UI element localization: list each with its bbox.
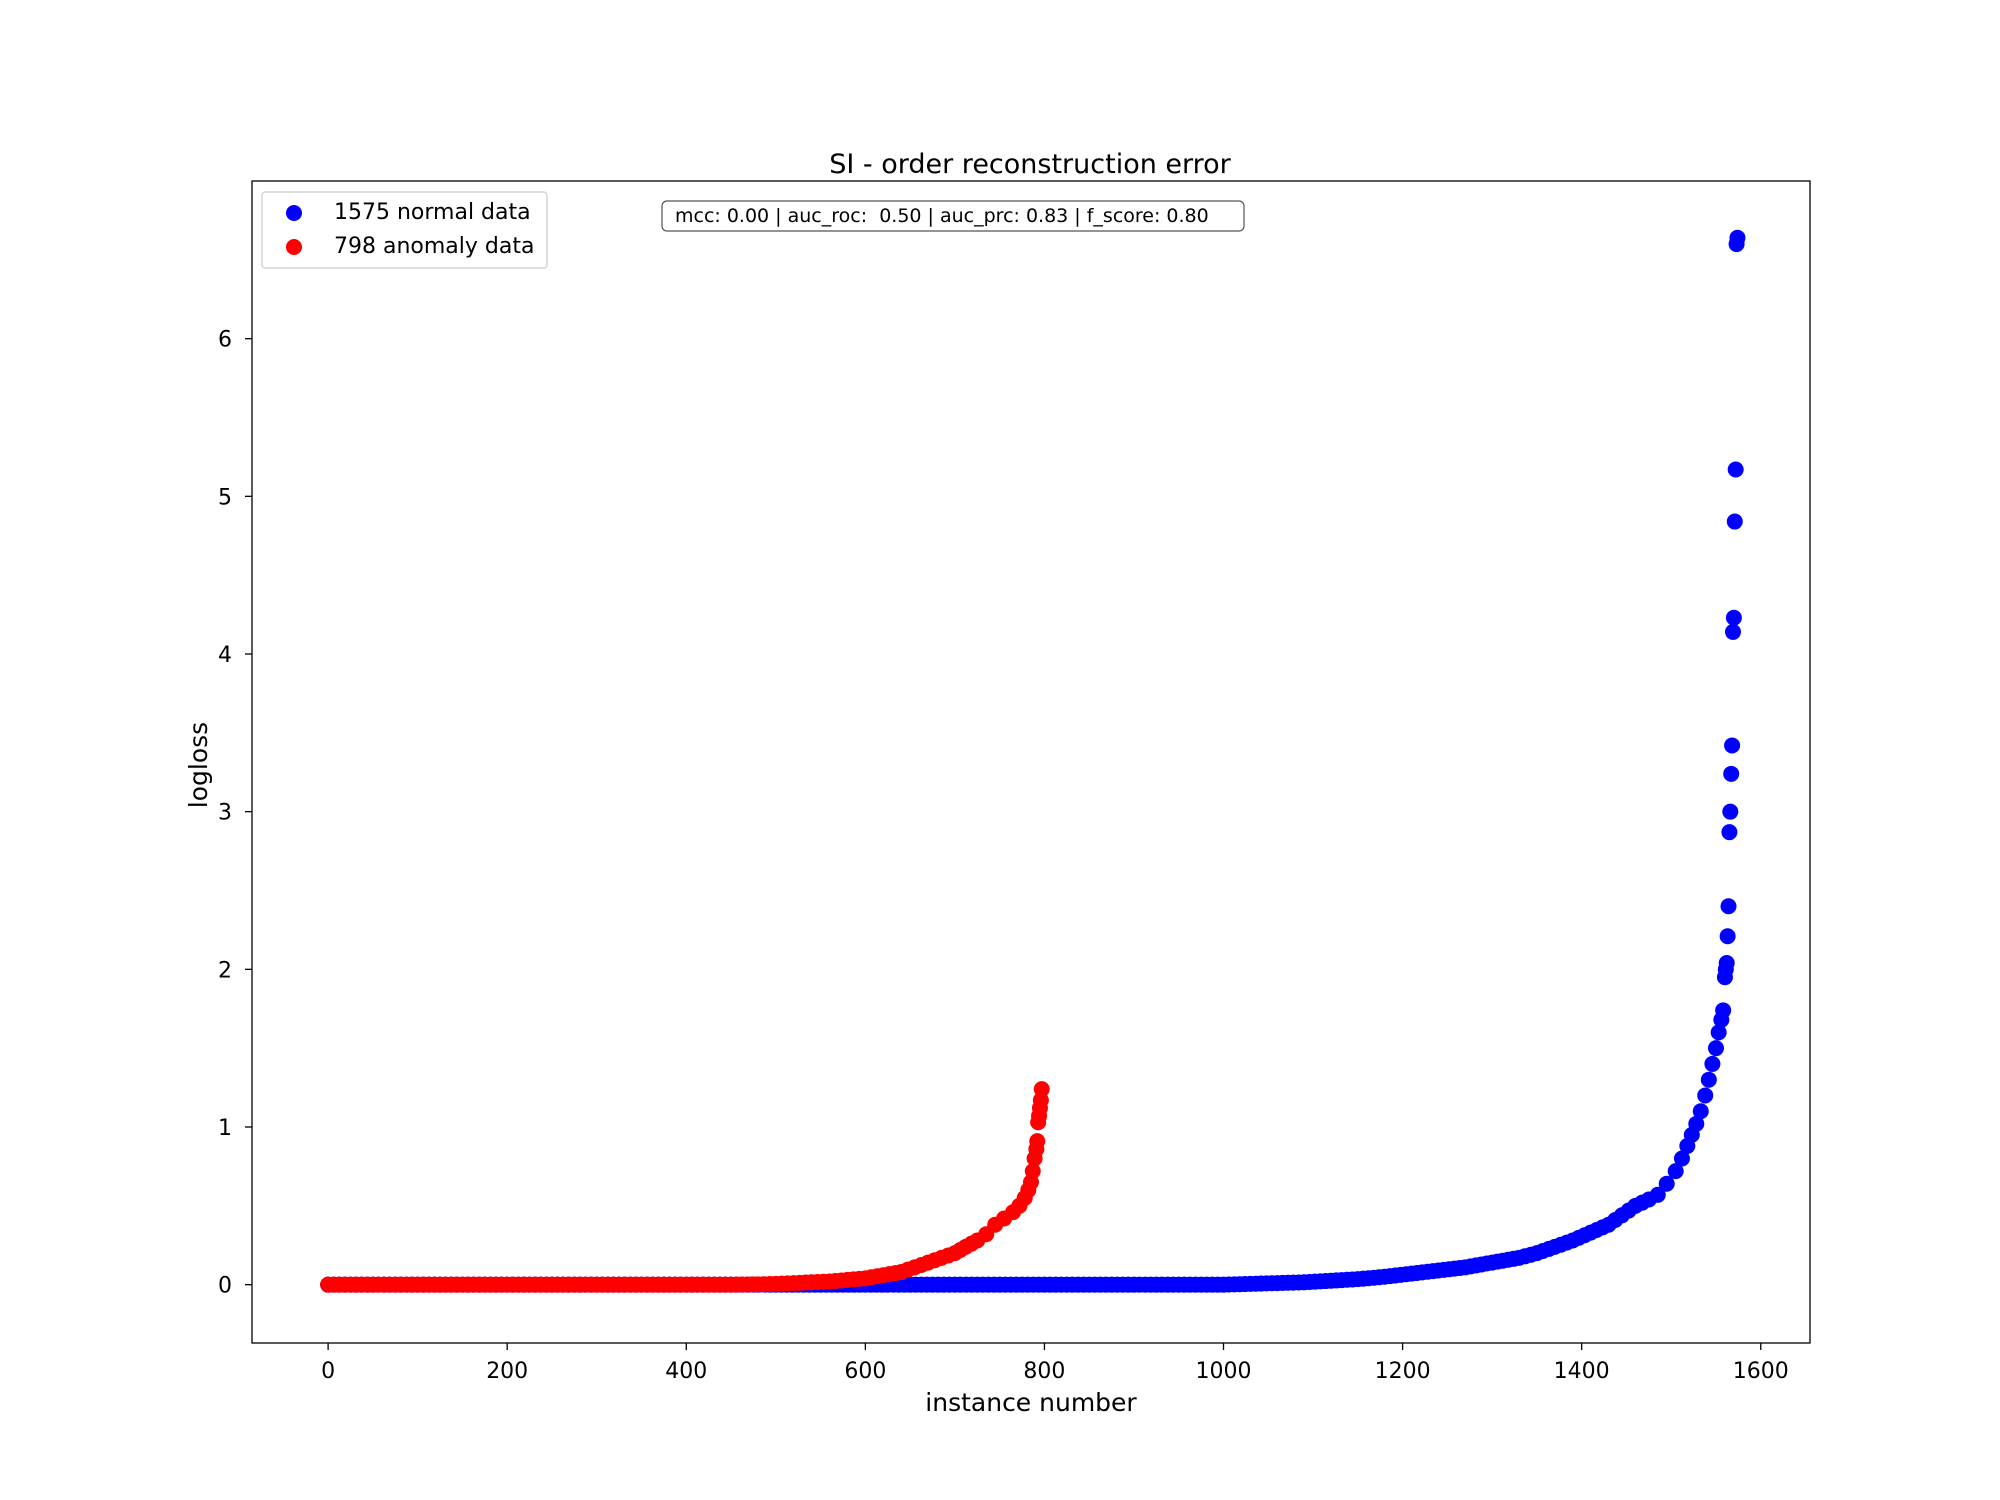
data-point [1724, 623, 1741, 640]
y-tick-label: 1 [218, 1116, 232, 1141]
legend-marker-normal [286, 205, 302, 221]
legend-label-normal: 1575 normal data [334, 200, 531, 225]
y-axis-label: logloss [184, 722, 213, 808]
x-tick-label: 400 [665, 1359, 707, 1384]
y-tick-label: 0 [218, 1274, 232, 1299]
chart-title: SI - order reconstruction error [829, 149, 1231, 180]
data-point [1720, 898, 1737, 915]
x-axis-label: instance number [925, 1388, 1137, 1417]
x-tick-label: 200 [486, 1359, 528, 1384]
data-point [1721, 824, 1738, 841]
x-tick-label: 1400 [1554, 1359, 1610, 1384]
data-point [1724, 737, 1741, 754]
data-point [1029, 1133, 1046, 1150]
data-point [1649, 1186, 1666, 1203]
legend-box [261, 191, 548, 269]
data-point [1700, 1071, 1717, 1088]
data-point [1692, 1103, 1709, 1120]
data-point [1673, 1150, 1690, 1167]
metrics-annotation: mcc: 0.00 | auc_roc: 0.50 | auc_prc: 0.8… [661, 200, 1245, 232]
x-axis: 0 200 400 600 800 1000 1200 1400 1600 [321, 1343, 1789, 1384]
x-tick-label: 1200 [1375, 1359, 1431, 1384]
x-tick-label: 800 [1023, 1359, 1065, 1384]
data-point [1722, 803, 1739, 820]
legend-label-anomaly: 798 anomaly data [334, 234, 534, 259]
data-point [1710, 1024, 1727, 1041]
legend-marker-anomaly [286, 239, 302, 255]
data-point [1725, 609, 1742, 626]
series-anomaly [320, 1081, 1050, 1293]
legend: 1575 normal data 798 anomaly data [261, 191, 548, 269]
data-point [1719, 928, 1736, 945]
series-layer [320, 229, 1746, 1293]
data-point [1688, 1115, 1705, 1132]
data-point [1667, 1163, 1684, 1180]
data-point [1024, 1163, 1041, 1180]
x-tick-label: 1600 [1733, 1359, 1789, 1384]
data-point [1726, 513, 1743, 530]
data-point [1707, 1040, 1724, 1057]
y-tick-label: 4 [218, 643, 232, 668]
x-tick-label: 1000 [1196, 1359, 1252, 1384]
data-point [1723, 765, 1740, 782]
metrics-box [661, 200, 1245, 232]
metrics-text: mcc: 0.00 | auc_roc: 0.50 | auc_prc: 0.8… [675, 205, 1209, 227]
x-tick-label: 0 [321, 1359, 335, 1384]
y-tick-label: 2 [218, 958, 232, 983]
data-point [1704, 1055, 1721, 1072]
data-point [1718, 955, 1735, 972]
data-point [1729, 229, 1746, 246]
plot-frame [251, 180, 1811, 1344]
y-axis: 0 1 2 3 4 5 6 [218, 328, 252, 1299]
y-tick-label: 6 [218, 328, 232, 353]
y-tick-label: 5 [218, 485, 232, 510]
data-point [1658, 1175, 1675, 1192]
data-point [1033, 1081, 1050, 1098]
data-point [1727, 461, 1744, 478]
data-point [1697, 1087, 1714, 1104]
x-tick-label: 600 [844, 1359, 886, 1384]
y-tick-label: 3 [218, 801, 232, 826]
data-point [1715, 1002, 1732, 1019]
